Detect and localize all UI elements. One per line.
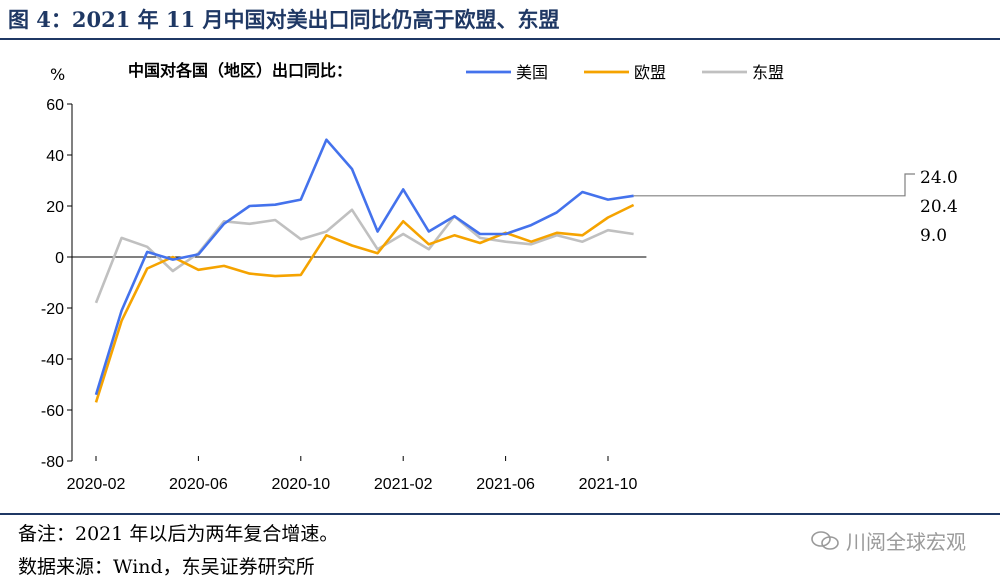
figure-title: 图 4：2021 年 11 月中国对美出口同比仍高于欧盟、东盟 bbox=[8, 7, 560, 32]
chart-end-labels: 24.0 20.4 9.0 bbox=[633, 168, 958, 246]
bottom-rule bbox=[0, 513, 1000, 515]
end-label-东盟: 9.0 bbox=[920, 226, 947, 246]
series-line-欧盟 bbox=[94, 203, 635, 403]
end-label-leader bbox=[633, 173, 915, 197]
chart-series bbox=[94, 138, 635, 403]
y-tick-label: 20 bbox=[46, 199, 64, 216]
watermark-text: 川阅全球宏观 bbox=[846, 530, 966, 554]
chart-subtitle: 中国对各国（地区）出口同比： bbox=[128, 61, 352, 80]
x-tick-label: 2020-10 bbox=[271, 476, 330, 493]
source-text: 数据来源：Wind，东吴证券研究所 bbox=[18, 556, 315, 578]
x-tick-label: 2021-06 bbox=[476, 476, 535, 493]
y-tick-label: 0 bbox=[55, 250, 64, 267]
legend-label-欧盟: 欧盟 bbox=[634, 63, 666, 82]
line-chart: -80 -60 -40 -20 0 20 40 60 2020-02 2020-06 2020-10… bbox=[41, 61, 958, 493]
y-tick-label: 60 bbox=[46, 97, 64, 114]
series-line-东盟 bbox=[94, 208, 634, 304]
end-label-美国: 24.0 bbox=[920, 168, 958, 188]
y-axis-unit: % bbox=[50, 65, 65, 84]
legend-label-美国: 美国 bbox=[516, 63, 548, 82]
y-tick-label: -20 bbox=[41, 301, 64, 318]
x-tick-label: 2021-10 bbox=[579, 476, 638, 493]
legend-label-东盟: 东盟 bbox=[752, 63, 784, 82]
watermark: 川阅全球宏观 bbox=[810, 526, 966, 555]
y-tick-label: -60 bbox=[41, 403, 64, 420]
series-line-美国 bbox=[94, 138, 634, 396]
note-text: 备注：2021 年以后为两年复合增速。 bbox=[18, 523, 339, 545]
top-rule bbox=[0, 38, 1000, 40]
y-tick-label: -40 bbox=[41, 352, 64, 369]
x-tick-label: 2021-02 bbox=[374, 476, 433, 493]
chart-axes: -80 -60 -40 -20 0 20 40 60 2020-02 2020-06 2020-10… bbox=[41, 97, 647, 493]
chart-legend: 美国 欧盟 东盟 bbox=[466, 63, 784, 82]
y-tick-label: 40 bbox=[46, 148, 64, 165]
end-label-欧盟: 20.4 bbox=[920, 197, 958, 217]
x-tick-label: 2020-06 bbox=[169, 476, 228, 493]
y-tick-label: -80 bbox=[41, 454, 64, 471]
x-tick-label: 2020-02 bbox=[67, 476, 126, 493]
chat-bubble-icon bbox=[811, 530, 839, 550]
